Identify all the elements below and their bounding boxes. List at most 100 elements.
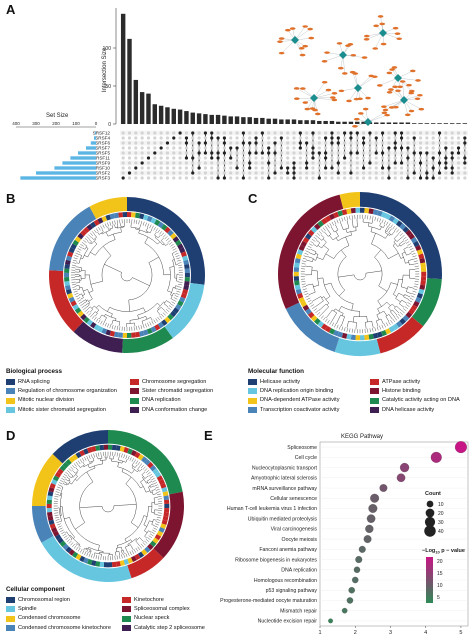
dendrogram-leaf — [142, 542, 146, 546]
matrix-dot-inactive — [286, 146, 290, 150]
matrix-dot-inactive — [140, 151, 144, 155]
dendrogram-leaf — [410, 250, 415, 253]
network-edge — [357, 76, 375, 89]
dendrogram-branch — [378, 285, 388, 292]
matrix-dot-inactive — [279, 171, 283, 175]
ring-segment — [179, 247, 186, 254]
ring-segment — [302, 236, 310, 244]
ring-segment — [420, 267, 427, 272]
ring-segment — [152, 468, 159, 475]
matrix-dot-inactive — [317, 136, 321, 140]
legend-swatch — [122, 606, 131, 613]
dendrogram-branch — [135, 228, 148, 234]
dendrogram-leaf — [157, 514, 162, 516]
dendrogram-branch — [337, 234, 352, 242]
network-edge — [324, 54, 344, 62]
dendrogram-branch — [124, 515, 145, 540]
network-gene-node — [278, 37, 285, 40]
dendrogram-leaf — [320, 315, 324, 319]
matrix-dot-inactive — [330, 151, 334, 155]
ring-segment — [160, 523, 167, 529]
intersection-bar — [412, 123, 417, 124]
dendrogram-leaf — [79, 549, 83, 553]
legend-swatch — [122, 615, 131, 622]
matrix-dot-inactive — [146, 166, 151, 170]
matrix-dot-inactive — [380, 161, 385, 165]
matrix-dot-inactive — [140, 176, 144, 180]
matrix-dot-active — [292, 161, 296, 165]
dendrogram-leaf — [75, 295, 80, 298]
kegg-point — [430, 451, 442, 463]
dendrogram-branch — [388, 253, 399, 259]
ring-segment — [350, 334, 356, 341]
matrix-dot-inactive — [311, 176, 315, 180]
panel-label-e: E — [204, 428, 213, 443]
intersection-bar — [437, 123, 442, 124]
dendrogram-branch — [317, 245, 322, 249]
ring-segment — [108, 562, 113, 568]
matrix-dot-active — [412, 151, 416, 155]
dendrogram-branch — [87, 289, 93, 299]
matrix-dot-inactive — [165, 131, 170, 135]
dendrogram-leaf — [109, 324, 112, 329]
matrix-dot-active — [418, 176, 423, 180]
matrix-dot-active — [267, 151, 271, 155]
matrix-dot-active — [197, 166, 201, 170]
matrix-dot-inactive — [191, 146, 195, 150]
ring-segment — [113, 331, 119, 338]
matrix-dot-inactive — [184, 171, 189, 175]
matrix-dot-inactive — [146, 146, 151, 150]
network-gene-node — [363, 37, 370, 41]
matrix-dot-inactive — [412, 166, 416, 170]
dendrogram-branch — [407, 291, 412, 295]
dendrogram-branch — [79, 254, 81, 256]
dendrogram-leaf — [86, 310, 90, 314]
dendrogram-leaf — [412, 290, 417, 293]
dendrogram-branch — [150, 317, 152, 319]
dendrogram-branch — [392, 230, 395, 234]
ring-segment — [51, 527, 58, 533]
dendrogram-leaf — [114, 452, 116, 457]
matrix-dot-inactive — [146, 136, 151, 140]
matrix-dot-inactive — [425, 141, 429, 145]
matrix-dot-inactive — [121, 146, 125, 150]
matrix-dot-inactive — [368, 151, 372, 155]
kegg-x-tick-label: 1 — [318, 630, 321, 636]
dendrogram-leaf — [91, 315, 95, 319]
dendrogram-branch — [144, 536, 146, 537]
dendrogram-branch — [147, 478, 151, 481]
intersection-bar — [190, 112, 195, 124]
ring-segment — [109, 213, 115, 220]
set-size-bar — [36, 171, 96, 175]
matrix-dot-active — [399, 131, 404, 135]
dendrogram-leaf — [151, 477, 155, 481]
dendrogram-leaf — [70, 542, 74, 546]
ring-segment — [413, 300, 420, 308]
ring-segment — [420, 262, 426, 268]
dendrogram-branch — [318, 237, 321, 240]
dendrogram-leaf — [73, 288, 77, 291]
dendrogram-branch — [392, 303, 396, 308]
dendrogram — [49, 197, 205, 353]
dendrogram-branch — [75, 266, 80, 268]
ring-segment — [68, 456, 75, 463]
intersection-bar — [146, 93, 151, 124]
dendrogram-leaf — [367, 328, 369, 333]
dendrogram-branch — [393, 237, 396, 239]
network-edge — [313, 82, 325, 99]
matrix-dot-inactive — [248, 136, 252, 140]
dendrogram-branch — [394, 312, 398, 316]
dendrogram-leaf — [145, 538, 150, 542]
dendrogram-branch — [135, 540, 138, 543]
network-gene-node — [364, 34, 370, 38]
ring-segment — [175, 239, 182, 247]
kegg-pathway-label: Homologous recombination — [254, 578, 317, 584]
dendrogram-leaf — [136, 326, 138, 331]
ring-segment — [420, 276, 427, 281]
matrix-dot-inactive — [380, 156, 385, 160]
dendrogram-branch — [86, 471, 94, 483]
matrix-dot-inactive — [235, 141, 239, 145]
matrix-dot-inactive — [235, 171, 239, 175]
kegg-x-tick-label: 2 — [354, 630, 357, 636]
dendrogram-leaf — [167, 239, 171, 243]
